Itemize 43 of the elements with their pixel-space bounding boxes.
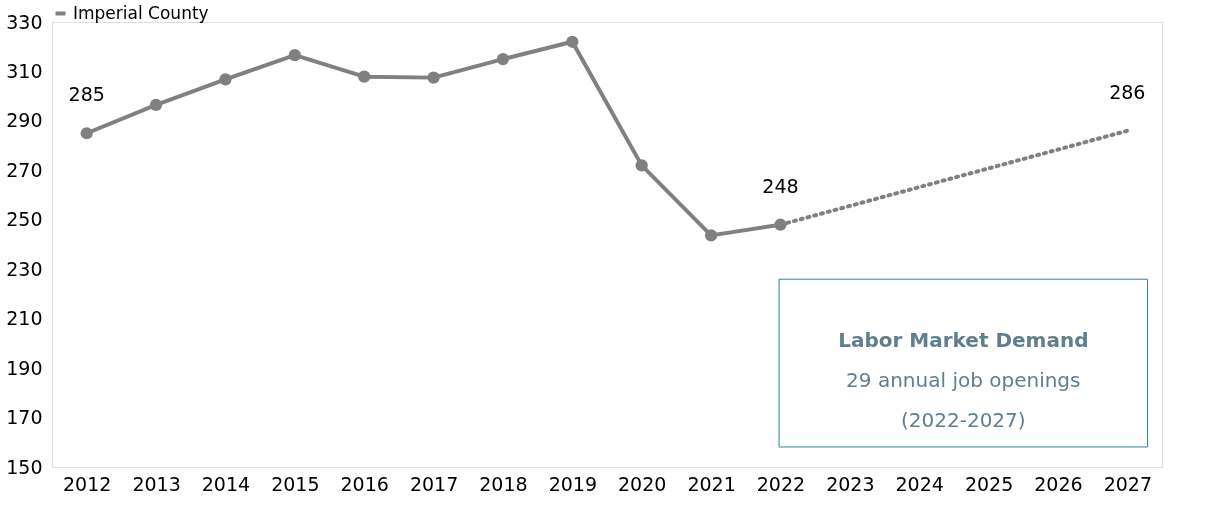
data-label: 248 bbox=[762, 174, 799, 197]
x-tick-label: 2019 bbox=[548, 472, 597, 495]
x-tick-label: 2021 bbox=[687, 472, 736, 495]
x-tick-label: 2017 bbox=[409, 472, 459, 495]
x-tick-label: 2012 bbox=[63, 472, 112, 495]
x-tick-label: 2026 bbox=[1034, 472, 1083, 495]
point bbox=[496, 52, 510, 66]
legend-label: Imperial County bbox=[73, 2, 209, 23]
data-label: 286 bbox=[1109, 80, 1146, 103]
y-tick-label: 210 bbox=[6, 307, 43, 330]
x-tick-label: 2013 bbox=[132, 472, 181, 495]
point bbox=[358, 70, 371, 83]
point bbox=[566, 35, 579, 48]
annotation: Labor Market Demand bbox=[838, 328, 1089, 353]
point bbox=[80, 127, 93, 140]
y-tick-label: 230 bbox=[6, 257, 43, 280]
point bbox=[149, 98, 163, 111]
x-tick-label: 2023 bbox=[826, 472, 875, 495]
x-tick-label: 2016 bbox=[340, 472, 389, 495]
y-tick-label: 330 bbox=[6, 10, 43, 33]
y-tick-label: 290 bbox=[6, 109, 43, 132]
y-tick-label: 190 bbox=[6, 356, 43, 379]
annotation: (2022-2027) bbox=[901, 408, 1026, 433]
y-tick-label: 250 bbox=[6, 208, 43, 231]
point bbox=[219, 73, 232, 86]
x-tick-label: 2025 bbox=[964, 472, 1014, 495]
y-tick-label: 150 bbox=[6, 455, 43, 478]
x-tick-label: 2015 bbox=[271, 472, 320, 495]
x-tick-label: 2014 bbox=[201, 472, 251, 495]
x-tick-label: 2024 bbox=[895, 472, 944, 495]
point bbox=[635, 159, 648, 172]
y-tick-label: 310 bbox=[6, 59, 43, 82]
data-label: 285 bbox=[68, 83, 105, 106]
annotation: 29 annual job openings bbox=[846, 368, 1081, 393]
x-tick-label: 2027 bbox=[1103, 472, 1152, 495]
x-tick-label: 2018 bbox=[479, 472, 528, 495]
point bbox=[288, 49, 301, 62]
point bbox=[427, 71, 440, 84]
point bbox=[704, 229, 718, 242]
x-tick-label: 2022 bbox=[756, 472, 806, 495]
y-tick-label: 270 bbox=[6, 158, 43, 181]
y-tick-label: 170 bbox=[6, 406, 43, 429]
x-tick-label: 2020 bbox=[618, 472, 667, 495]
